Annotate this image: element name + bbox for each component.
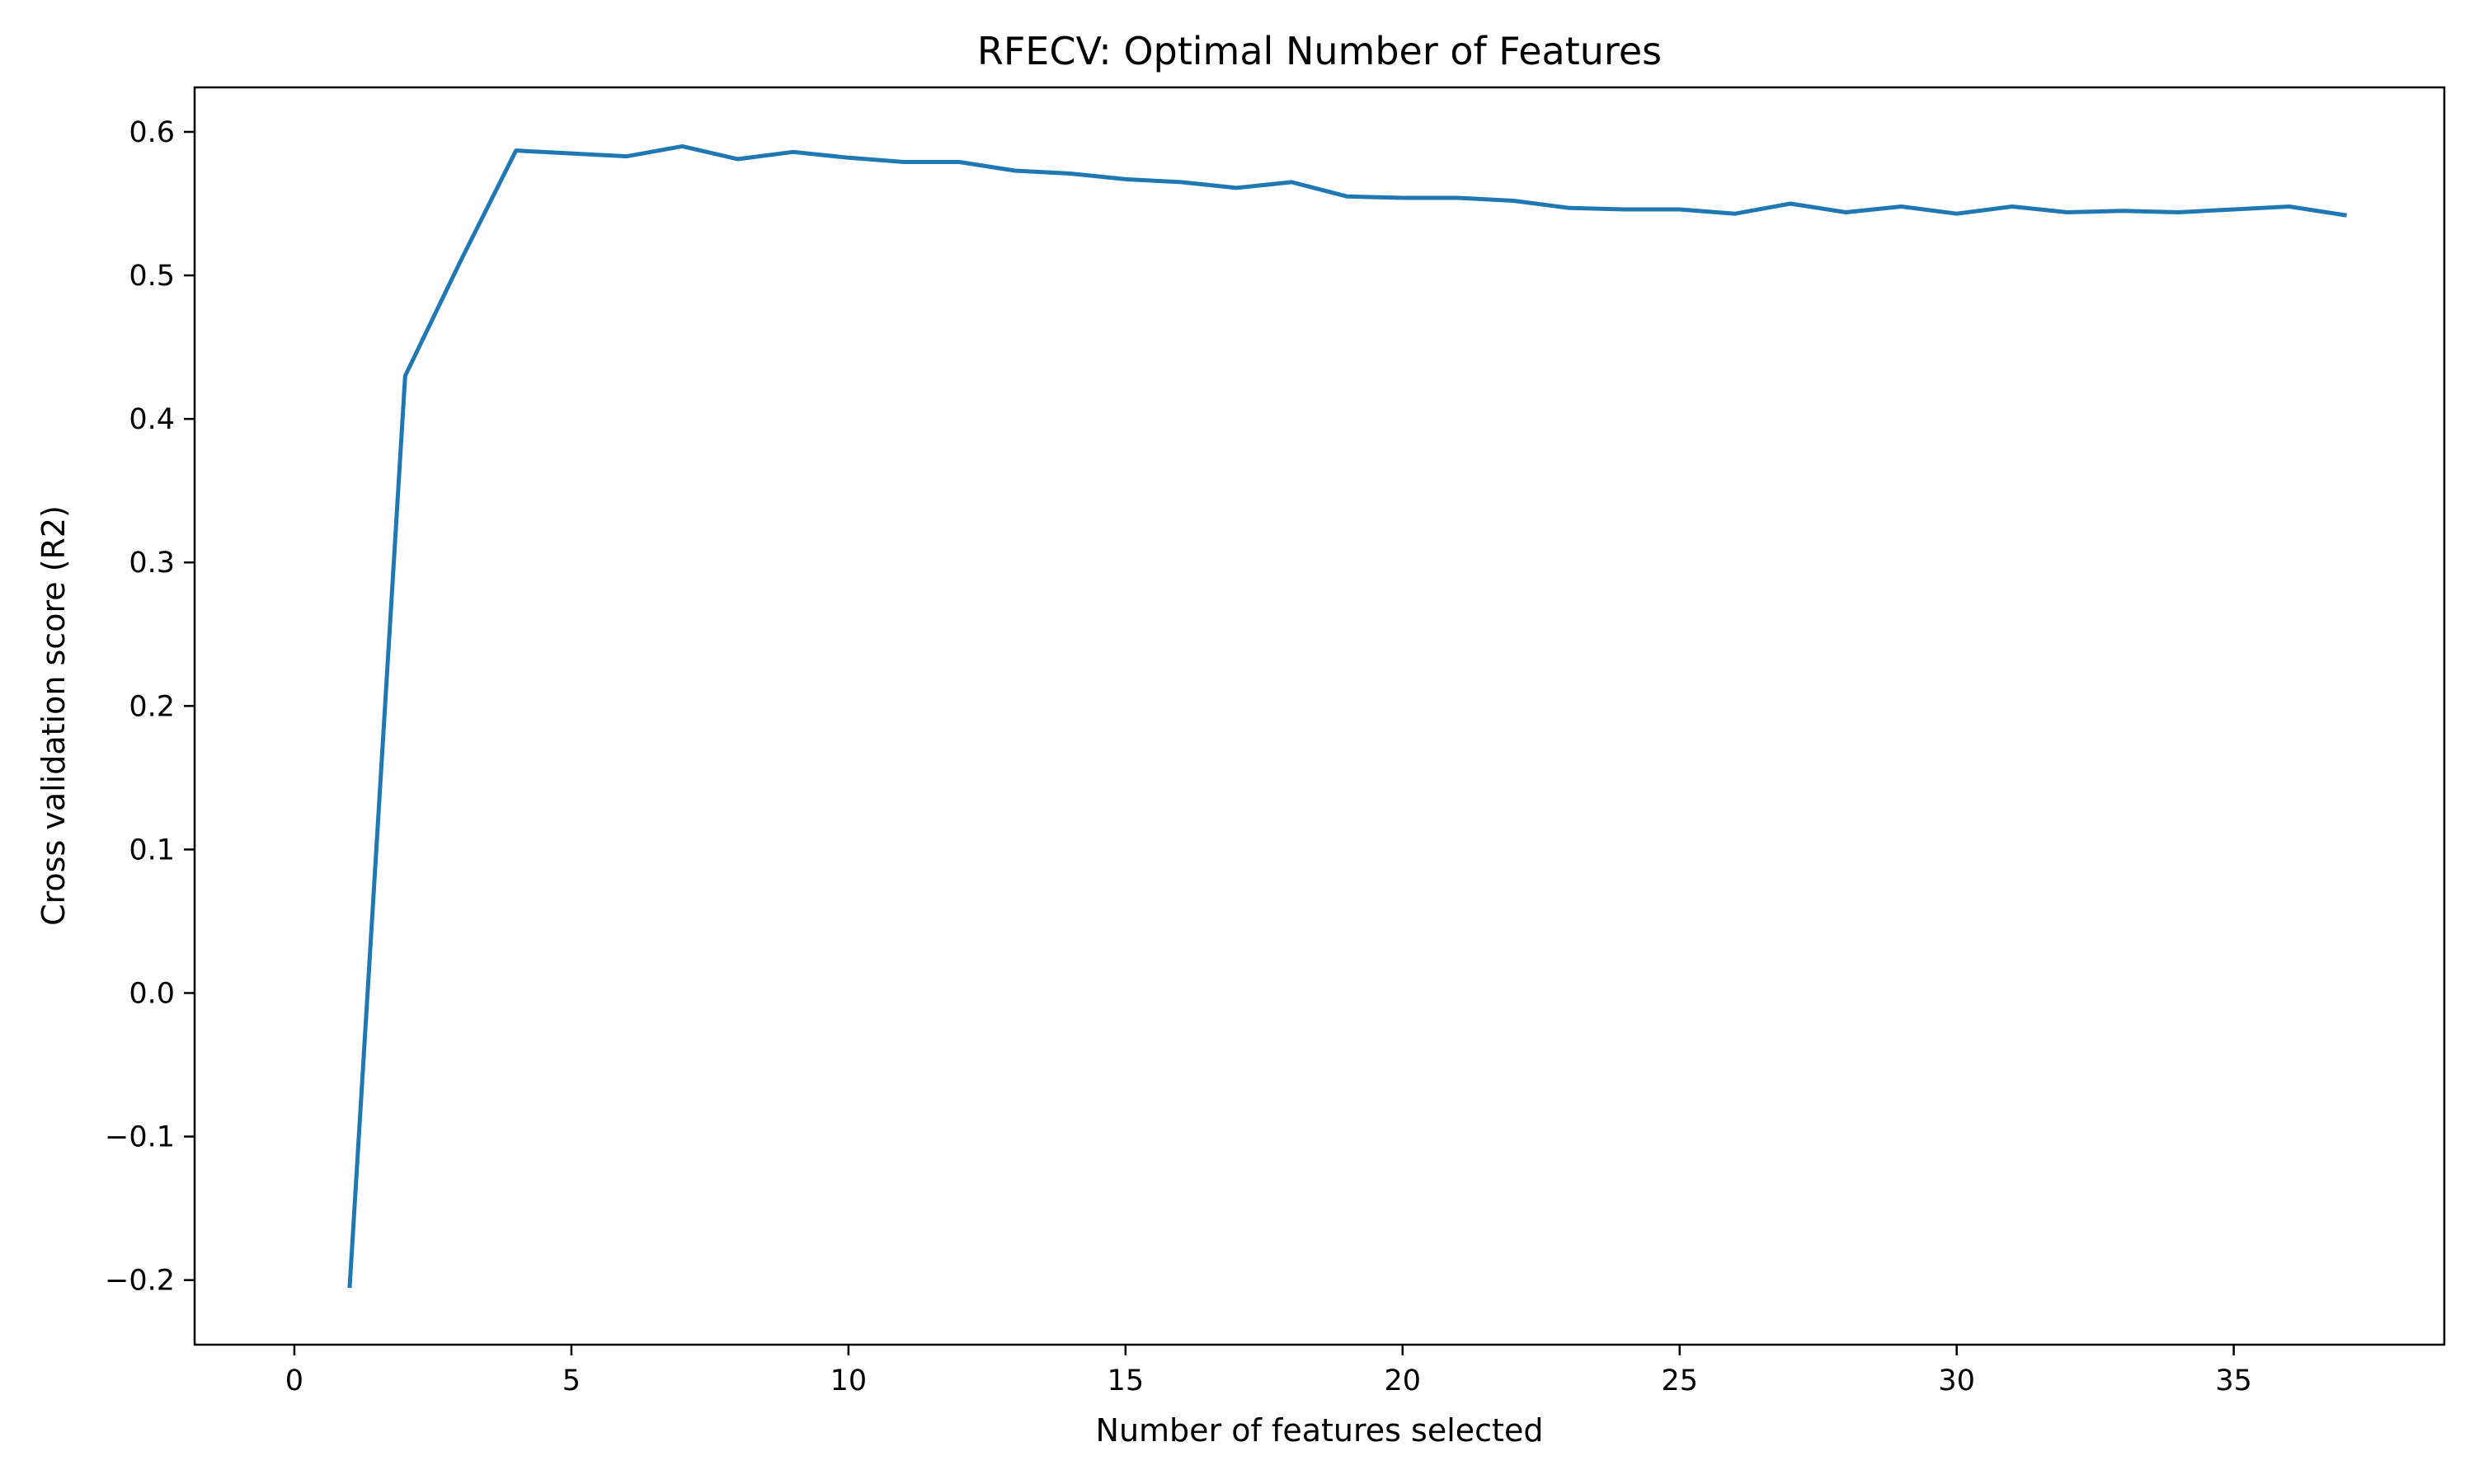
- y-tick-label: 0.6: [129, 116, 175, 149]
- y-tick-label: 0.2: [129, 690, 175, 723]
- x-tick-label: 10: [830, 1364, 868, 1397]
- axes-frame: [193, 86, 2446, 1346]
- x-tick-label: 30: [1938, 1364, 1975, 1397]
- y-tick-label: −0.1: [105, 1121, 175, 1154]
- x-tick-label: 25: [1661, 1364, 1698, 1397]
- series-line: [347, 143, 2347, 1289]
- x-tick-label: 35: [2215, 1364, 2252, 1397]
- y-axis: −0.2 −0.1 0.0 0.1 0.2 0.3 0.4 0.5 0.6: [105, 116, 195, 1298]
- x-tick-label: 15: [1108, 1364, 1145, 1397]
- x-tick-label: 5: [562, 1364, 581, 1397]
- y-tick-label: −0.2: [105, 1265, 175, 1298]
- y-tick-label: 0.3: [129, 547, 175, 580]
- y-tick-label: 0.0: [129, 977, 175, 1010]
- x-tick-label: 20: [1385, 1364, 1422, 1397]
- y-tick-label: 0.5: [129, 260, 175, 293]
- chart-title: RFECV: Optimal Number of Features: [977, 29, 1662, 73]
- y-tick-label: 0.1: [129, 834, 175, 866]
- y-tick-label: 0.4: [129, 403, 175, 436]
- x-axis: 0 5 10 15 20 25 30 35: [285, 1345, 2252, 1397]
- x-axis-label: Number of features selected: [1096, 1412, 1544, 1449]
- plot-area: [347, 143, 2347, 1289]
- y-axis-label: Cross validation score (R2): [35, 505, 72, 926]
- x-tick-label: 0: [285, 1364, 303, 1397]
